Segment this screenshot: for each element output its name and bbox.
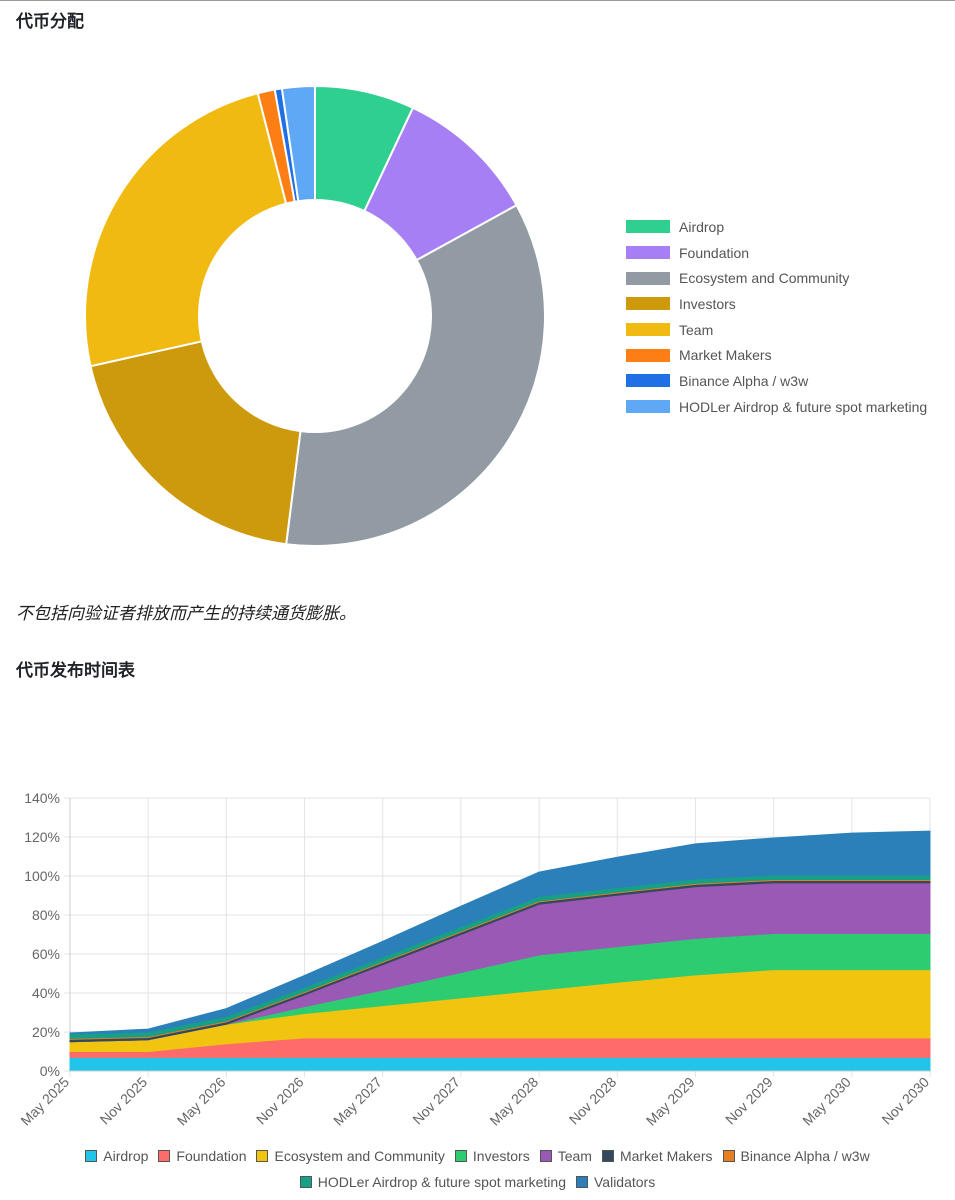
legend-item-investors[interactable]: Investors [454,1148,530,1164]
x-tick-label: May 2025 [17,1074,72,1129]
x-tick-label: Nov 2029 [722,1074,776,1128]
legend-swatch [626,220,670,234]
slice-hodler-airdrop-future-spot-marketing [280,84,316,203]
legend-swatch [626,246,670,260]
legend-swatch [85,1150,98,1162]
legend-swatch [626,400,670,414]
legend-label: Foundation [176,1148,247,1164]
token-distribution-donut-chart [84,84,546,547]
legend-item-ecosystem-and-community[interactable]: Ecosystem and Community [626,265,927,291]
area-validators [69,830,931,1035]
legend-item-validators[interactable]: Validators [576,1174,655,1190]
legend-label: Market Makers [619,1148,713,1164]
legend-label: Investors [679,295,736,312]
inflation-note: 不包括向验证者排放而产生的持续通货膨胀。 [16,604,356,624]
x-tick-label: May 2030 [799,1074,854,1129]
release-schedule-heading: 代币发布时间表 [16,661,135,681]
legend-label: Foundation [679,244,750,261]
legend-label: Investors [472,1148,530,1164]
legend-label: Ecosystem and Community [274,1148,445,1164]
legend-label: HODLer Airdrop & future spot marketing [317,1174,566,1190]
legend-item-binance-alpha-w3w[interactable]: Binance Alpha / w3w [626,368,927,394]
legend-item-foundation[interactable]: Foundation [626,240,927,266]
legend-swatch [158,1150,171,1162]
x-tick-label: Nov 2027 [409,1074,463,1128]
legend-label: Market Makers [679,347,772,364]
token-distribution-heading: 代币分配 [16,12,84,32]
legend-swatch [722,1150,735,1162]
x-tick-label: Nov 2026 [253,1074,307,1128]
legend-label: Ecosystem and Community [679,270,850,287]
legend-swatch [626,323,670,337]
slice-investors [89,340,302,546]
area-airdrop [69,1056,931,1072]
legend-swatch [454,1150,467,1162]
legend-item-foundation[interactable]: Foundation [158,1148,246,1164]
legend-label: Team [557,1148,592,1164]
legend-label: Airdrop [103,1148,149,1164]
x-tick-label: May 2026 [174,1074,229,1129]
x-tick-label: May 2027 [330,1074,385,1129]
top-divider [0,0,955,1]
legend-item-market-makers[interactable]: Market Makers [601,1148,713,1164]
legend-item-airdrop[interactable]: Airdrop [85,1148,148,1164]
legend-swatch [576,1176,588,1188]
legend-swatch [626,271,670,285]
y-tick-label: 120% [24,829,60,845]
y-tick-label: 60% [32,946,60,962]
legend-swatch [299,1176,312,1188]
legend-swatch [626,348,670,362]
legend-swatch [539,1150,552,1162]
y-tick-label: 40% [32,985,60,1001]
x-tick-label: Nov 2025 [97,1074,151,1128]
y-tick-label: 140% [24,790,60,806]
donut-legend: Airdrop Foundation Ecosystem and Community… [626,214,927,420]
legend-item-hodler-airdrop-future-spot-marketing[interactable]: HODLer Airdrop & future spot marketing [626,394,927,420]
legend-item-airdrop[interactable]: Airdrop [626,214,927,240]
y-tick-label: 20% [32,1024,60,1040]
y-tick-label: 0% [40,1063,60,1079]
legend-label: HODLer Airdrop & future spot marketing [679,398,928,415]
legend-swatch [601,1150,614,1162]
legend-item-team[interactable]: Team [539,1148,592,1164]
legend-swatch [626,297,670,311]
legend-label: Team [679,321,714,338]
x-tick-label: Nov 2028 [566,1074,620,1128]
legend-item-market-makers[interactable]: Market Makers [626,342,927,368]
legend-label: Airdrop [679,218,725,235]
legend-label: Binance Alpha / w3w [679,372,809,389]
legend-item-investors[interactable]: Investors [626,291,927,317]
area-legend: Airdrop Foundation Ecosystem and Community… [0,1143,955,1195]
x-tick-label: May 2028 [486,1074,541,1129]
legend-item-hodler-airdrop-future-spot-marketing[interactable]: HODLer Airdrop & future spot marketing [299,1174,566,1190]
x-tick-label: May 2029 [643,1074,698,1129]
legend-label: Validators [594,1174,656,1190]
slice-team [84,92,288,368]
release-schedule-area-chart: 0% 20% 40% 60% 80% 100% 120% 140% May 2025 Nov 20… [17,790,932,1129]
legend-label: Binance Alpha / w3w [740,1148,870,1164]
legend-item-binance-alpha-w3w[interactable]: Binance Alpha / w3w [722,1148,870,1164]
y-tick-label: 100% [24,868,60,884]
x-tick-label: Nov 2030 [878,1074,932,1128]
y-tick-label: 80% [32,907,60,923]
legend-swatch [626,374,670,388]
legend-swatch [256,1150,269,1162]
legend-item-team[interactable]: Team [626,317,927,343]
legend-item-ecosystem-and-community[interactable]: Ecosystem and Community [256,1148,445,1164]
slice-ecosystem-and-community [285,203,546,547]
